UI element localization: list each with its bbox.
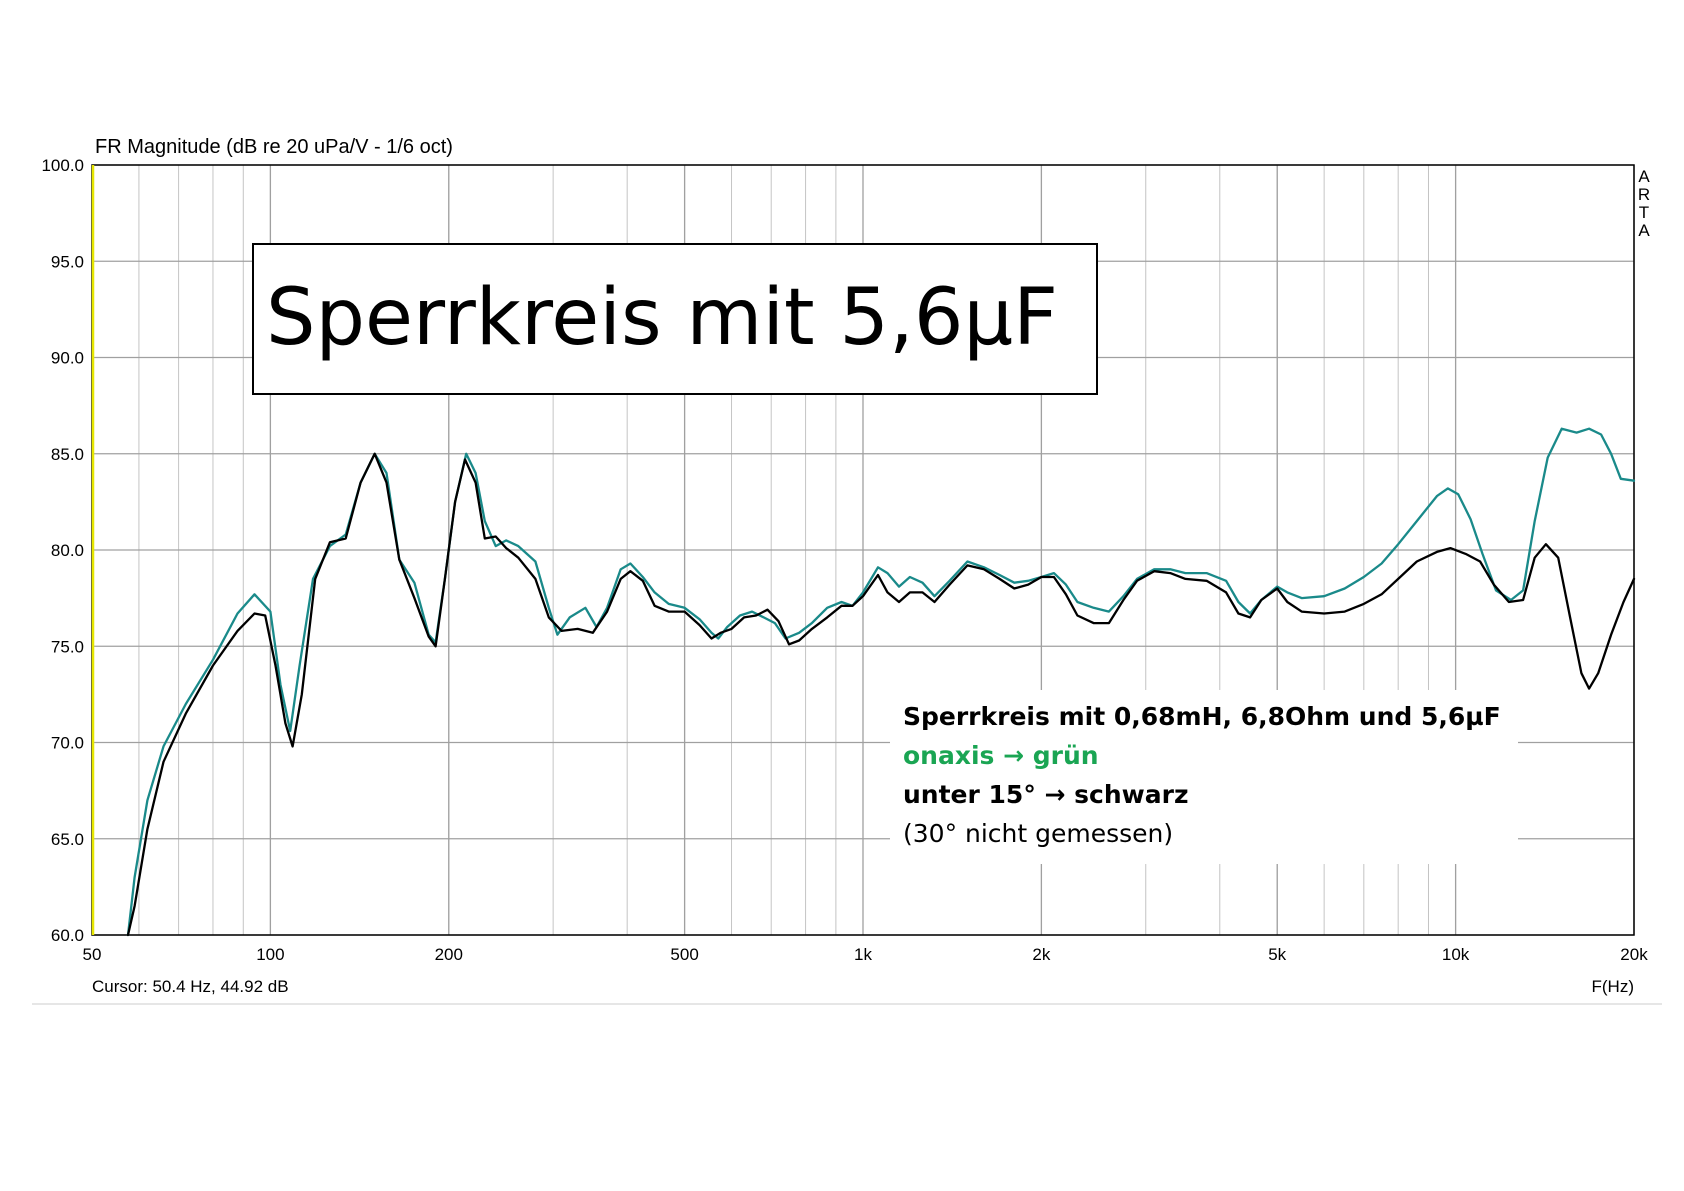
legend-line: unter 15° → schwarz <box>903 780 1189 809</box>
series-line <box>126 427 1636 937</box>
chart-title: Sperrkreis mit 5,6µF <box>266 273 1058 363</box>
x-tick-label: 5k <box>1268 945 1286 964</box>
x-tick-label: 200 <box>435 945 463 964</box>
x-tick-label: 50 <box>83 945 102 964</box>
series-line <box>126 452 1636 937</box>
y-tick-labels: 100.0 95.0 90.0 85.0 80.0 75.0 70.0 65.0 60.0 <box>41 156 84 945</box>
legend-line: Sperrkreis mit 0,68mH, 6,8Ohm und 5,6µF <box>903 702 1501 731</box>
x-tick-label: 20k <box>1620 945 1648 964</box>
y-tick-label: 90.0 <box>51 349 84 368</box>
y-tick-label: 70.0 <box>51 734 84 753</box>
series-layer <box>126 427 1636 937</box>
y-tick-label: 60.0 <box>51 926 84 945</box>
y-tick-label: 95.0 <box>51 252 84 271</box>
x-tick-label: 100 <box>256 945 284 964</box>
x-axis-label: F(Hz) <box>1592 977 1634 996</box>
brand-letter: T <box>1639 203 1649 222</box>
legend-line: (30° nicht gemessen) <box>903 819 1173 848</box>
x-tick-labels: 50 100 200 500 1k 2k 5k 10k 20k <box>83 945 1649 964</box>
x-tick-label: 10k <box>1442 945 1470 964</box>
brand-letter: R <box>1638 185 1650 204</box>
chart-header: FR Magnitude (dB re 20 uPa/V - 1/6 oct) <box>95 136 453 158</box>
cursor-readout: Cursor: 50.4 Hz, 44.92 dB <box>92 977 289 996</box>
brand-letter: A <box>1638 167 1650 186</box>
title-box: Sperrkreis mit 5,6µF <box>252 243 1098 395</box>
y-tick-label: 85.0 <box>51 445 84 464</box>
y-tick-label: 65.0 <box>51 830 84 849</box>
legend-lines: Sperrkreis mit 0,68mH, 6,8Ohm und 5,6µF o… <box>903 702 1501 848</box>
x-tick-label: 2k <box>1032 945 1050 964</box>
x-tick-label: 500 <box>670 945 698 964</box>
legend-box: Sperrkreis mit 0,68mH, 6,8Ohm und 5,6µF o… <box>890 690 1518 864</box>
y-tick-label: 80.0 <box>51 541 84 560</box>
y-tick-label: 100.0 <box>41 156 84 175</box>
x-tick-label: 1k <box>854 945 872 964</box>
brand-letter: A <box>1638 221 1650 240</box>
legend-line: onaxis → grün <box>903 741 1099 770</box>
y-tick-label: 75.0 <box>51 637 84 656</box>
